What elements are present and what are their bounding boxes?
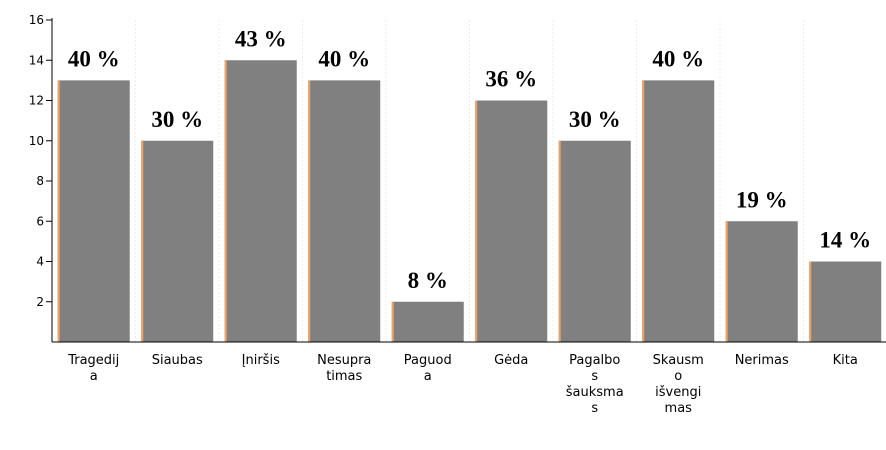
value-label: 36 % [485, 67, 537, 92]
x-tick-label: mas [665, 401, 693, 416]
bar [308, 80, 381, 342]
value-label: 19 % [736, 187, 788, 212]
bar [725, 221, 798, 342]
x-tick-label: s [591, 401, 598, 416]
bar [224, 60, 297, 342]
x-tick-label: Įniršis [242, 353, 280, 368]
bar [642, 80, 715, 342]
value-label: 40 % [68, 46, 120, 71]
x-tick-label: Siaubas [152, 353, 203, 368]
x-tick-label: s [591, 369, 598, 384]
x-tick-label: a [90, 369, 98, 384]
y-tick-label: 16 [29, 13, 44, 27]
bar-edge [725, 221, 728, 342]
bar-edge [642, 80, 645, 342]
bar [141, 140, 214, 342]
bar-edge [224, 60, 227, 342]
value-label: 30 % [569, 107, 621, 132]
x-tick-label: Nesupra [317, 353, 371, 368]
y-tick-label: 4 [36, 255, 44, 269]
x-tick-label: timas [326, 369, 362, 384]
bar [809, 261, 882, 342]
bar-edge [57, 80, 60, 342]
x-tick-label: o [674, 369, 682, 384]
y-tick-label: 12 [29, 94, 44, 108]
bar [57, 80, 130, 342]
x-tick-label: Pagalbo [569, 353, 620, 368]
x-tick-label: a [424, 369, 432, 384]
bar [391, 301, 464, 342]
bar-edge [475, 100, 478, 342]
bar [475, 100, 548, 342]
x-tick-label: Skausm [653, 353, 704, 368]
value-label: 43 % [235, 26, 287, 51]
x-tick-label: Tragedij [67, 353, 119, 368]
value-label: 30 % [151, 107, 203, 132]
y-tick-label: 6 [36, 214, 44, 228]
bar-edge [558, 140, 561, 342]
y-tick-label: 14 [29, 53, 44, 67]
value-label: 8 % [408, 268, 448, 293]
bar-edge [809, 261, 812, 342]
x-tick-label: Paguod [404, 353, 452, 368]
bar [558, 140, 631, 342]
bar-edge [391, 301, 394, 342]
y-tick-label: 10 [29, 134, 44, 148]
value-label: 40 % [652, 46, 704, 71]
x-tick-label: Gėda [494, 353, 528, 368]
y-tick-label: 8 [36, 174, 44, 188]
x-tick-label: šauksma [566, 385, 624, 400]
x-tick-label: Kita [833, 353, 858, 368]
value-label: 14 % [819, 228, 871, 253]
bar-edge [308, 80, 311, 342]
y-tick-label: 2 [36, 295, 44, 309]
x-tick-label: išvengi [655, 385, 701, 400]
value-label: 40 % [318, 46, 370, 71]
bar-edge [141, 140, 144, 342]
x-tick-label: Nerimas [735, 353, 789, 368]
